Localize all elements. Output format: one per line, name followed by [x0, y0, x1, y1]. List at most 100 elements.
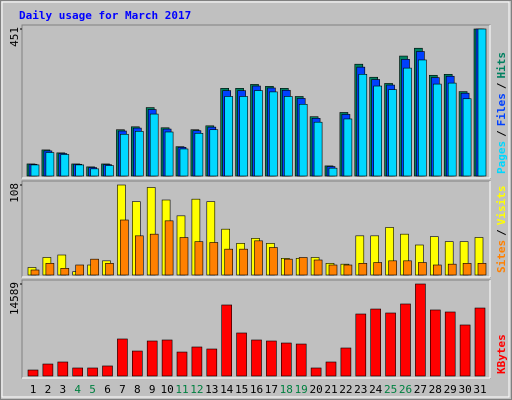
bar [385, 312, 396, 377]
bar [388, 89, 397, 177]
bar [75, 164, 84, 177]
bar [254, 240, 263, 276]
bar [373, 262, 383, 276]
bar [298, 103, 308, 177]
bar [313, 121, 323, 177]
bar [343, 264, 353, 276]
bar [194, 133, 204, 177]
x-tick-label: 1 [30, 383, 37, 396]
bar [283, 96, 293, 177]
y-tick-label: 108 [8, 183, 21, 203]
bar [328, 264, 338, 276]
legend-entry: KBytes [495, 334, 508, 374]
bar [149, 233, 159, 276]
bar [370, 308, 382, 377]
bar [117, 338, 128, 377]
bar [209, 242, 219, 276]
bar [120, 133, 129, 177]
bar [105, 263, 114, 276]
bar [45, 152, 55, 177]
bar [462, 98, 472, 177]
bar [120, 219, 129, 276]
x-tick-label: 11 [175, 383, 188, 396]
bar [209, 129, 219, 177]
x-tick-label: 23 [354, 383, 367, 396]
legend-separator: / [495, 229, 508, 236]
x-tick-label: 22 [339, 383, 352, 396]
x-tick-label: 12 [190, 383, 203, 396]
bar [313, 259, 323, 276]
bar [60, 154, 70, 177]
legend-entry: Sites [495, 240, 508, 273]
bar [30, 164, 40, 177]
bar [236, 332, 247, 377]
x-tick-label: 21 [324, 383, 337, 396]
bar [176, 351, 188, 377]
bar [328, 167, 338, 177]
x-tick-label: 20 [309, 383, 322, 396]
bar [459, 324, 471, 377]
bar [266, 340, 277, 377]
x-tick-label: 4 [74, 383, 81, 396]
x-tick-label: 2 [45, 383, 52, 396]
x-tick-label: 17 [265, 383, 278, 396]
bar [447, 82, 457, 177]
bar [418, 262, 427, 276]
legend: Pages / Files / Hits [495, 52, 508, 174]
bar [269, 247, 278, 276]
x-tick-label: 16 [250, 383, 263, 396]
legend-entry: Pages [495, 141, 508, 174]
bar [373, 85, 383, 177]
x-tick-label: 7 [119, 383, 126, 396]
bar [27, 369, 39, 377]
bar [432, 83, 442, 177]
x-tick-label: 6 [104, 383, 111, 396]
bar [477, 28, 487, 177]
bar [358, 74, 368, 177]
bar [239, 248, 248, 276]
bar [221, 304, 232, 377]
bar [447, 263, 457, 276]
legend: KBytes [495, 334, 508, 374]
bar [102, 365, 113, 377]
bar [388, 260, 397, 276]
bar [295, 343, 307, 377]
bar [42, 363, 54, 377]
x-tick-label: 26 [399, 383, 412, 396]
bar [105, 165, 114, 177]
bar [251, 339, 262, 377]
bar [462, 263, 472, 276]
x-tick-label: 19 [295, 383, 308, 396]
bar [298, 257, 308, 276]
bar [343, 118, 353, 177]
x-tick-label: 28 [429, 383, 442, 396]
legend-separator: / [495, 130, 508, 137]
bar [45, 263, 55, 276]
x-tick-label: 8 [134, 383, 141, 396]
bar [280, 342, 292, 377]
x-tick-label: 14 [220, 383, 234, 396]
bar [400, 303, 411, 377]
x-tick-label: 5 [89, 383, 96, 396]
x-tick-label: 3 [59, 383, 66, 396]
x-tick-label: 13 [205, 383, 218, 396]
x-tick-label: 29 [444, 383, 457, 396]
bar [429, 309, 441, 377]
bar [87, 367, 98, 377]
x-tick-label: 30 [458, 383, 471, 396]
bar [415, 283, 426, 377]
bar [340, 347, 352, 377]
x-tick-label: 24 [369, 383, 383, 396]
bar [418, 59, 427, 177]
bar [224, 96, 233, 177]
bar [444, 311, 456, 377]
bar [135, 131, 144, 177]
bar [403, 67, 412, 177]
x-tick-label: 31 [473, 383, 486, 396]
legend-separator: / [495, 82, 508, 89]
bar [90, 168, 99, 177]
bar [254, 90, 263, 177]
x-tick-label: 9 [149, 383, 156, 396]
